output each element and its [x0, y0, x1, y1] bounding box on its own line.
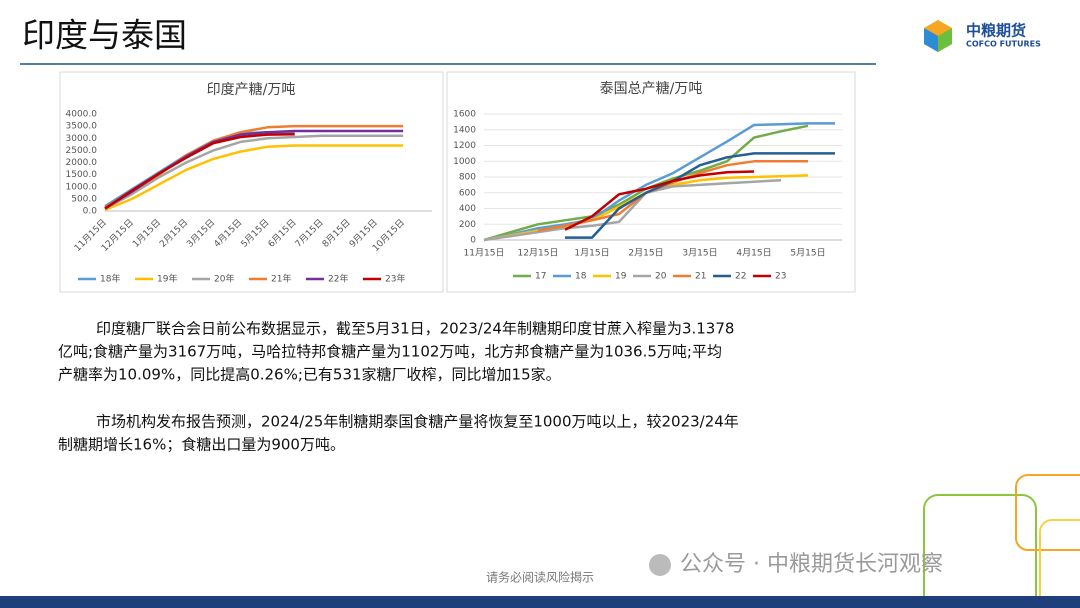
slide-title: 印度与泰国: [22, 16, 187, 55]
x-tick-label: 2月15日: [628, 248, 663, 259]
y-tick-label: 3500.0: [66, 122, 98, 132]
watermark: 公众号 · 中粮期货长河观察: [680, 552, 943, 577]
legend-label: 22年: [328, 273, 348, 285]
legend-label: 18年: [100, 273, 120, 285]
legend-label: 21年: [271, 273, 291, 285]
chart-title: 泰国总产糖/万吨: [600, 81, 703, 97]
x-tick-label: 3月15日: [682, 248, 717, 259]
y-tick-label: 2500.0: [66, 146, 98, 156]
y-tick-label: 1000.0: [66, 182, 98, 192]
chart-title: 印度产糖/万吨: [207, 82, 296, 98]
series-line: [483, 178, 782, 242]
y-tick-label: 0.0: [83, 207, 98, 217]
y-tick-label: 3000.0: [66, 134, 98, 144]
logo-en: COFCO FUTURES: [966, 40, 1041, 49]
y-tick-label: 600: [459, 188, 476, 198]
y-tick-label: 200: [459, 220, 476, 230]
footer-note: 请务必阅读风险揭示: [486, 570, 594, 585]
y-tick-label: 1500.0: [66, 170, 98, 180]
paragraph-line: 印度糖厂联合会日前公布数据显示，截至5月31日，2023/24年制糖期印度甘蔗入…: [96, 320, 734, 338]
legend-label: 20: [655, 272, 667, 282]
paragraph-line: 亿吨;食糖产量为3167万吨，马哈拉特邦食糖产量为1102万吨，北方邦食糖产量为…: [58, 343, 722, 361]
legend-label: 19年: [157, 273, 177, 285]
series-line: [564, 170, 755, 231]
legend-label: 18: [575, 272, 587, 282]
series-line: [565, 152, 835, 239]
x-tick-label: 5月15日: [790, 248, 825, 259]
logo-name: 中粮期货: [966, 22, 1026, 40]
bottom-bar: [0, 596, 1080, 608]
watermark-icon: [649, 554, 671, 576]
paragraph-line: 产糖率为10.09%，同比提高0.26%;已有531家糖厂收榨，同比增加15家。: [58, 366, 561, 384]
logo: 中粮期货 COFCO FUTURES: [924, 20, 1041, 52]
y-tick-label: 500.0: [71, 194, 97, 204]
series-line: [104, 132, 295, 210]
y-tick-label: 1600: [453, 110, 476, 120]
y-tick-label: 800: [459, 173, 476, 183]
chart-frame: [59, 71, 444, 293]
legend-label: 23: [775, 272, 786, 282]
paragraph-line: 制糖期增长16%；食糖出口量为900万吨。: [58, 436, 345, 454]
legend-label: 23年: [385, 273, 405, 285]
series-line: [104, 134, 404, 210]
series-line: [483, 122, 835, 242]
legend-label: 19: [615, 272, 627, 282]
x-tick-label: 4月15日: [736, 248, 771, 259]
y-tick-label: 4000.0: [66, 110, 98, 120]
x-tick-label: 11月15日: [464, 248, 505, 259]
y-tick-label: 1400: [453, 125, 476, 135]
paragraph-line: 市场机构发布报告预测，2024/25年制糖期泰国食糖产量将恢复至1000万吨以上…: [96, 413, 739, 431]
y-tick-label: 400: [459, 204, 476, 214]
x-tick-label: 1月15日: [574, 248, 609, 259]
y-tick-label: 0: [470, 236, 476, 246]
y-tick-label: 2000.0: [66, 158, 98, 168]
legend-label: 22: [735, 272, 746, 282]
series-line: [104, 144, 404, 211]
y-tick-label: 1200: [453, 141, 476, 151]
x-tick-label: 12月15日: [518, 248, 559, 259]
legend-label: 17: [535, 272, 546, 282]
legend-label: 21: [695, 272, 706, 282]
decoration: [923, 474, 1080, 608]
legend-label: 20年: [214, 273, 234, 285]
y-tick-label: 1000: [453, 157, 476, 167]
